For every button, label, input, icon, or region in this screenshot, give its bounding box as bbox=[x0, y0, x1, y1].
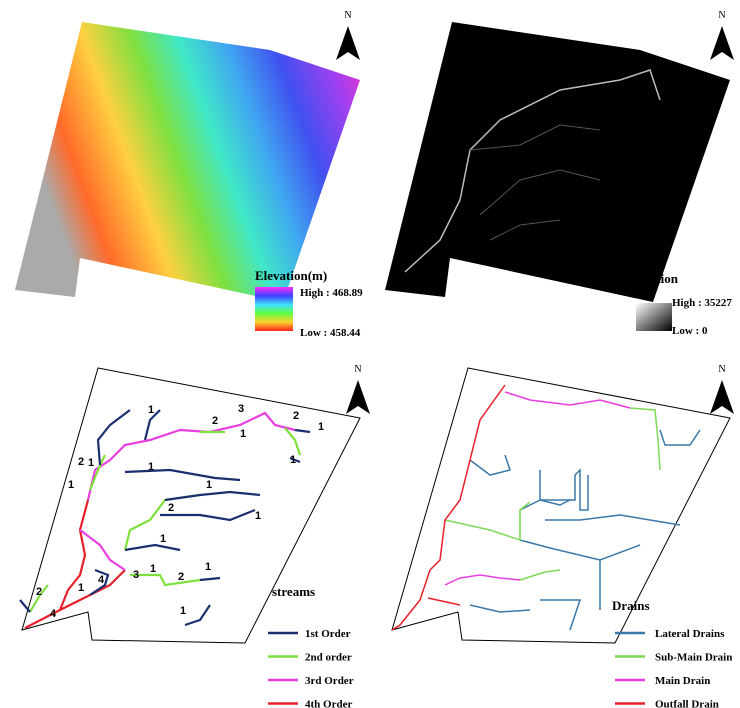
north-label: N bbox=[354, 364, 361, 375]
order-label: 1 bbox=[148, 404, 154, 416]
order-label: 1 bbox=[150, 563, 156, 575]
order-label: 1 bbox=[180, 605, 186, 617]
legend-title: Flow bbox=[636, 256, 664, 271]
north-label: N bbox=[718, 10, 725, 21]
legend-label: Main Drain bbox=[655, 675, 710, 687]
order-label: 2 bbox=[212, 415, 218, 427]
legend-label: 3rd Order bbox=[305, 675, 354, 687]
order-label: 1 bbox=[160, 533, 166, 545]
elevation-surface bbox=[15, 22, 360, 302]
order-label: 2 bbox=[78, 456, 84, 468]
legend-low: Low : 458.44 bbox=[300, 327, 361, 339]
order-label: 1 bbox=[205, 561, 211, 573]
legend-title: Drains bbox=[612, 598, 650, 613]
order-label: 1 bbox=[78, 582, 84, 594]
north-label: N bbox=[718, 364, 725, 375]
legend-title: Elevation(m) bbox=[255, 268, 327, 283]
legend-label: Sub-Main Drain bbox=[655, 652, 732, 664]
north-arrow bbox=[710, 26, 734, 60]
legend-title: Accumulation bbox=[600, 271, 679, 286]
legend-high: High : 35227 bbox=[672, 297, 732, 309]
order-label: 1 bbox=[240, 428, 246, 440]
order-label: 4 bbox=[98, 574, 105, 586]
legend-label: 4th Order bbox=[305, 699, 352, 708]
order-label: 1 bbox=[206, 479, 212, 491]
north-arrow bbox=[346, 380, 370, 414]
flow-surface bbox=[385, 22, 730, 302]
legend-label: 1st Order bbox=[305, 628, 351, 640]
legend: Lateral Drains Sub-Main Drain Main Drain Ou… bbox=[615, 628, 732, 708]
north-label: N bbox=[344, 10, 351, 21]
order-label: 1 bbox=[255, 510, 261, 522]
north-arrow bbox=[336, 26, 360, 60]
order-label: 2 bbox=[36, 586, 42, 598]
legend-label: 2nd order bbox=[305, 652, 352, 664]
order-label: 3 bbox=[133, 569, 139, 581]
order-label: 4 bbox=[50, 608, 57, 620]
boundary bbox=[22, 368, 360, 643]
order-label: 1 bbox=[148, 461, 154, 473]
legend-low: Low : 0 bbox=[672, 325, 708, 337]
order-label: 1 bbox=[88, 457, 94, 469]
figure: Elevation(m) High : 468.89 Low : 458.44 … bbox=[0, 0, 740, 708]
legend-label: Outfall Drain bbox=[655, 699, 719, 708]
legend-label: Lateral Drains bbox=[655, 628, 725, 640]
order-label: 1 bbox=[318, 421, 324, 433]
legend: 1st Order 2nd order 3rd Order 4th Order bbox=[268, 628, 354, 708]
legend-title: streams bbox=[272, 584, 315, 599]
order-label: 2 bbox=[178, 571, 184, 583]
order-label: 3 bbox=[238, 403, 244, 415]
north-arrow bbox=[710, 380, 734, 414]
order-label: 2 bbox=[168, 502, 174, 514]
order-label: 2 bbox=[293, 410, 299, 422]
legend-high: High : 468.89 bbox=[300, 287, 363, 299]
flow-legend-ramp bbox=[636, 303, 672, 331]
elevation-legend-ramp bbox=[255, 287, 293, 331]
order-label: 1 bbox=[290, 454, 296, 466]
order-label: 1 bbox=[68, 479, 74, 491]
